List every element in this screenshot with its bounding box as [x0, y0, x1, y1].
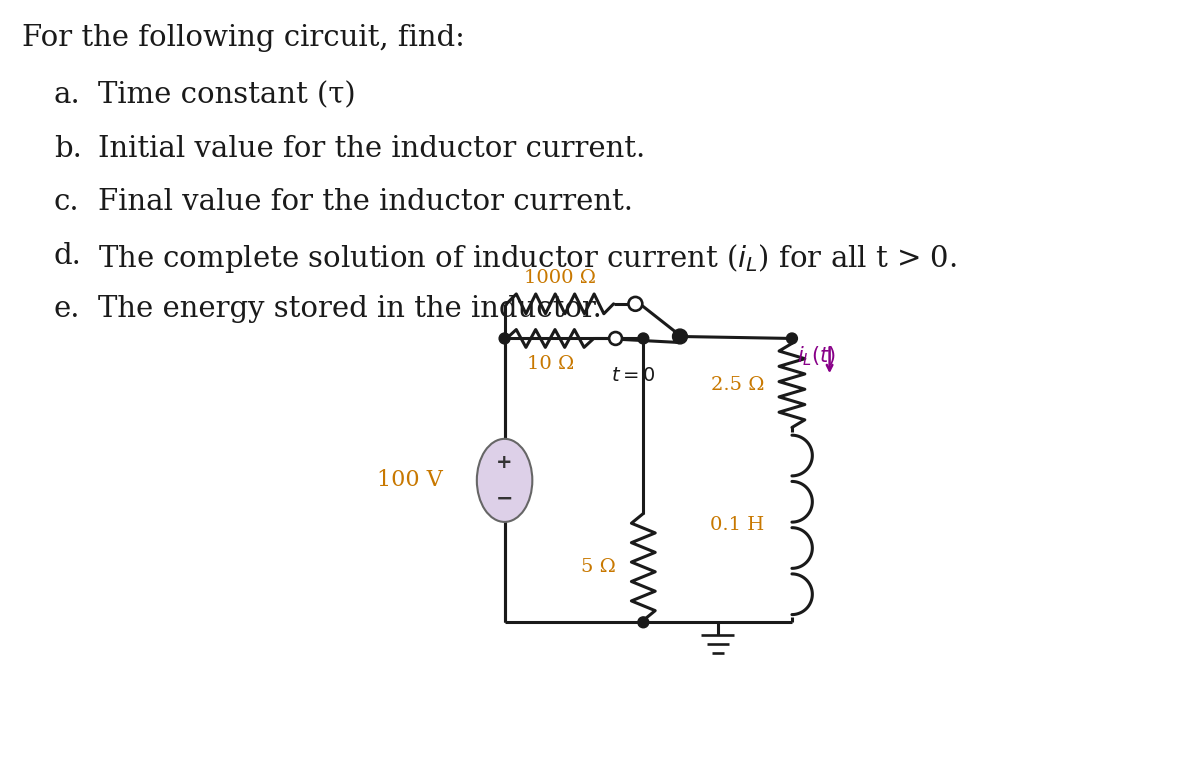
Text: c.: c.: [54, 188, 79, 216]
Circle shape: [610, 332, 622, 345]
Text: 1000 Ω: 1000 Ω: [524, 269, 596, 287]
Text: 5 Ω: 5 Ω: [581, 558, 616, 576]
Text: Final value for the inductor current.: Final value for the inductor current.: [98, 188, 634, 216]
Text: a.: a.: [54, 81, 80, 109]
Circle shape: [672, 329, 688, 344]
Text: Initial value for the inductor current.: Initial value for the inductor current.: [98, 135, 646, 163]
Text: 10 Ω: 10 Ω: [527, 355, 574, 373]
Text: d.: d.: [54, 242, 82, 270]
Circle shape: [638, 617, 649, 628]
Text: $t = 0$: $t = 0$: [611, 366, 655, 385]
Text: −: −: [496, 488, 514, 508]
Text: Time constant (τ): Time constant (τ): [98, 81, 356, 109]
Text: e.: e.: [54, 295, 80, 323]
Text: 0.1 H: 0.1 H: [710, 516, 764, 534]
Text: +: +: [497, 453, 512, 472]
Text: The complete solution of inductor current ($i_L$) for all t > 0.: The complete solution of inductor curren…: [98, 242, 958, 274]
Text: b.: b.: [54, 135, 82, 163]
Circle shape: [629, 297, 642, 311]
Circle shape: [499, 333, 510, 344]
Text: The energy stored in the inductor.: The energy stored in the inductor.: [98, 295, 602, 323]
Text: 100 V: 100 V: [377, 470, 443, 492]
Text: $i_L(t)$: $i_L(t)$: [797, 344, 836, 368]
Text: 2.5 Ω: 2.5 Ω: [710, 376, 764, 394]
Circle shape: [638, 333, 649, 344]
Circle shape: [786, 333, 797, 344]
Text: For the following circuit, find:: For the following circuit, find:: [22, 24, 464, 52]
Ellipse shape: [476, 439, 533, 522]
